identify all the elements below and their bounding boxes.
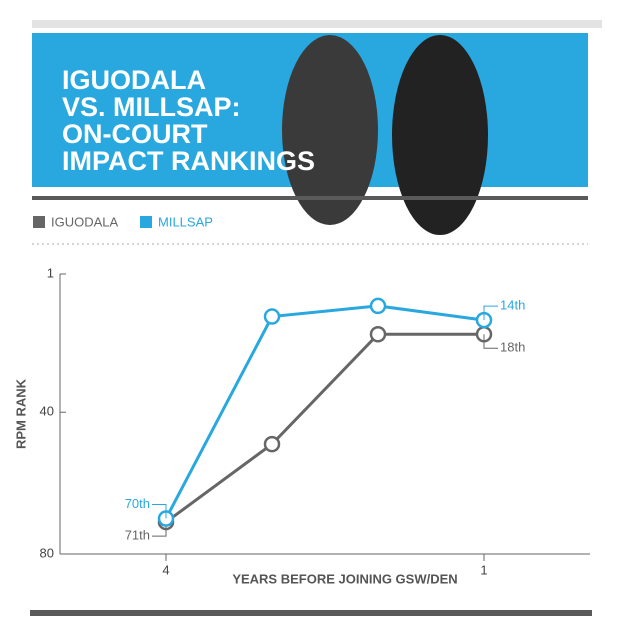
series-line bbox=[164, 304, 485, 520]
title-line: IGUODALA bbox=[62, 65, 206, 95]
title-line: ON-COURT bbox=[62, 119, 208, 149]
header-strip bbox=[32, 20, 602, 28]
point bbox=[369, 326, 387, 343]
label-leader bbox=[483, 334, 498, 349]
legend-swatch bbox=[33, 216, 45, 228]
value-label: 70th bbox=[125, 496, 150, 511]
footer-bar bbox=[30, 610, 592, 616]
point bbox=[263, 308, 281, 325]
title-line: IMPACT RANKINGS bbox=[62, 146, 315, 176]
plot: IGUODALA MILLSAP 1 40 80 4 1 YEARS BEFORE JOINI… bbox=[13, 214, 590, 586]
legend-label: IGUODALA bbox=[51, 214, 119, 229]
divider bbox=[32, 196, 588, 200]
player-photos bbox=[282, 35, 488, 235]
legend-swatch bbox=[140, 216, 152, 228]
x-tick-label: 1 bbox=[480, 562, 487, 577]
title-line: VS. MILLSAP: bbox=[62, 92, 241, 122]
value-label: 18th bbox=[500, 340, 525, 355]
y-tick-label: 1 bbox=[47, 265, 54, 280]
label-leader bbox=[152, 504, 167, 519]
x-axis-title: YEARS BEFORE JOINING GSW/DEN bbox=[232, 571, 457, 586]
series-line bbox=[165, 332, 484, 524]
point bbox=[263, 435, 281, 453]
value-label: 14th bbox=[500, 298, 525, 313]
legend-label: MILLSAP bbox=[158, 214, 213, 229]
y-tick-label: 80 bbox=[40, 545, 54, 560]
point bbox=[369, 297, 387, 315]
x-tick-label: 4 bbox=[162, 562, 169, 577]
value-label: 71th bbox=[125, 528, 150, 543]
y-axis-title: RPM RANK bbox=[13, 378, 28, 449]
label-leader bbox=[483, 305, 498, 321]
y-tick-label: 40 bbox=[40, 404, 54, 419]
